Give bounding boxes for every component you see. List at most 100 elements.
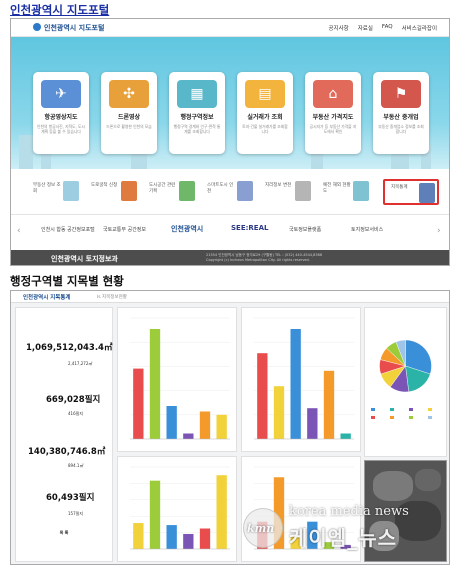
portal-header: 인천광역시 지도포털 공지사항 자료실 FAQ 서비스길라잡이 — [11, 19, 449, 37]
service-card-broker[interactable]: ⚑ 부동산 중개업 부동산 중개업소 정보를 조회합니다 — [373, 72, 429, 154]
bar[interactable] — [183, 533, 194, 549]
kpi-parcel-small: 416필지 — [68, 411, 83, 416]
portal-heading: 인천광역시 지도포털 — [10, 3, 110, 17]
service-card-admin-district[interactable]: ▦ 행정구역정보 행정구역 경계와 인구·면적 통계를 조회합니다 — [169, 72, 225, 154]
old-map-icon — [353, 181, 369, 201]
quick-links: 부동산 정보 조회 도로굴착 신청 도시공간 관련기획 스마트도시 인천 지리정… — [11, 169, 449, 215]
pie-slice[interactable] — [395, 339, 406, 367]
chevron-right-icon[interactable]: › — [437, 226, 441, 236]
quick-link-realestate[interactable]: 부동산 정보 조회 — [33, 179, 81, 205]
map-portal-screenshot: 인천광역시 지도포털 공지사항 자료실 FAQ 서비스길라잡이 ✈ 항공영상지도… — [10, 18, 450, 266]
partner-link-incheon[interactable]: 인천광역시 — [171, 225, 204, 233]
partner-link-1[interactable]: 인천시 합동 공간정보포털 — [41, 227, 95, 233]
service-card-aerial[interactable]: ✈ 항공영상지도 인천의 항공사진, 지적도, 도시계획 등을 볼 수 있습니다 — [33, 72, 89, 154]
nav-service-guide[interactable]: 서비스길라잡이 — [401, 26, 437, 32]
legend-swatch — [428, 408, 432, 411]
kpi-parcel-total: 669,028필지 — [46, 395, 101, 405]
quick-link-road-excavation[interactable]: 도로굴착 신청 — [91, 179, 139, 205]
bar[interactable] — [199, 528, 211, 550]
bar[interactable] — [133, 368, 144, 439]
excavator-icon — [121, 181, 137, 201]
bar[interactable] — [290, 536, 301, 549]
partner-banner: ‹ 인천시 합동 공간정보포털 국토교통부 공간정보 인천광역시 SEE:REA… — [11, 216, 449, 250]
nav-notice[interactable]: 공지사항 — [328, 26, 349, 32]
dashboard-subtitle: ls 지목정보현황 — [97, 295, 127, 300]
news-watermark: kmn korea media news 케이엠_뉴스 — [243, 500, 455, 555]
price-map-icon: ⌂ — [313, 80, 353, 108]
partner-link-2[interactable]: 국토교통부 공간정보 — [103, 227, 146, 233]
smart-city-icon — [237, 181, 253, 201]
dashboard-heading: 행정구역별 지목별 현황 — [10, 274, 124, 288]
bar-chart-2 — [254, 317, 354, 440]
partner-link-3[interactable]: 국토정보플랫폼 — [289, 227, 322, 233]
quick-link-old-maps[interactable]: 예전 해외 현황도 — [323, 179, 371, 205]
pie-chart — [371, 339, 432, 419]
bar[interactable] — [323, 542, 335, 549]
legend-swatch — [428, 416, 432, 419]
bar[interactable] — [199, 411, 211, 440]
service-card-transaction-price[interactable]: ▤ 실거래가 조회 토지·건물 실거래가를 조회합니다 — [237, 72, 293, 154]
kpi-area-total-2: 140,380,746.8㎡ — [28, 447, 106, 457]
bar[interactable] — [340, 544, 351, 549]
chart-panel-pie — [364, 307, 447, 457]
quick-link-geo-history[interactable]: 지리정보 변천 — [265, 179, 313, 205]
bar[interactable] — [257, 353, 268, 439]
price-chart-icon: ▤ — [245, 80, 285, 108]
bar[interactable] — [149, 480, 161, 549]
quick-link-urban-planning[interactable]: 도시공간 관련기획 — [149, 179, 197, 205]
quick-link-smart-city[interactable]: 스마트도시 인천 — [207, 179, 255, 205]
bar[interactable] — [340, 433, 351, 440]
footer-org: 인천광역시 토지정보과 — [51, 255, 118, 263]
bar[interactable] — [307, 408, 318, 439]
service-card-drone[interactable]: ✣ 드론영상 드론으로 촬영한 인천의 모습 — [101, 72, 157, 154]
watermark-logo: kmn — [247, 522, 275, 535]
portal-logo[interactable]: 인천광역시 지도포털 — [33, 23, 104, 33]
bar-chart-3 — [130, 466, 230, 550]
airplane-map-icon: ✈ — [41, 80, 81, 108]
list-header: 목 록 — [59, 530, 69, 535]
chart-panel-1 — [117, 307, 237, 452]
watermark-korean: 케이엠_뉴스 — [289, 526, 397, 550]
chart-panel-3 — [117, 456, 237, 562]
kpi-area-total: 1,069,512,043.4㎡ — [26, 343, 113, 353]
bar[interactable] — [307, 521, 318, 549]
bar[interactable] — [216, 414, 227, 439]
satellite-map[interactable] — [364, 460, 447, 562]
summary-panel: 1,069,512,043.4㎡ 2,417,272㎡ 669,028필지 41… — [15, 307, 113, 562]
admin-district-icon: ▦ — [177, 80, 217, 108]
bar[interactable] — [273, 477, 285, 549]
building-icon — [63, 181, 79, 201]
broker-icon: ⚑ — [381, 80, 421, 108]
bar[interactable] — [216, 475, 227, 549]
kpi-parcel-small-2: 157필지 — [68, 511, 83, 516]
partner-link-4[interactable]: 토지정보서비스 — [351, 227, 384, 233]
quick-link-land-category-stats[interactable]: 지목통계 — [383, 179, 439, 205]
bar[interactable] — [166, 525, 177, 549]
bar[interactable] — [273, 386, 285, 439]
legend-swatch — [390, 416, 394, 419]
legend-swatch — [371, 408, 375, 411]
bar[interactable] — [166, 406, 177, 439]
history-map-icon — [295, 181, 311, 201]
chevron-left-icon[interactable]: ‹ — [17, 226, 21, 236]
service-card-price-map[interactable]: ⌂ 부동산 가격지도 공시지가 등 부동산 가격을 지도에서 확인 — [305, 72, 361, 154]
pie-slice[interactable] — [405, 339, 432, 375]
bar[interactable] — [183, 433, 194, 440]
bar-chart-1 — [130, 317, 230, 440]
drone-icon: ✣ — [109, 80, 149, 108]
nav-archive[interactable]: 자료실 — [357, 26, 373, 32]
bar[interactable] — [149, 329, 161, 439]
hero-banner: ✈ 항공영상지도 인천의 항공사진, 지적도, 도시계획 등을 볼 수 있습니다… — [11, 37, 449, 169]
bar[interactable] — [323, 370, 335, 439]
bar[interactable] — [133, 523, 144, 549]
bar[interactable] — [290, 329, 301, 439]
kpi-area-small: 2,417,272㎡ — [68, 361, 93, 366]
land-stats-dashboard: 인천광역시 지목통계 ls 지목정보현황 1,069,512,043.4㎡ 2,… — [10, 290, 450, 565]
legend-swatch — [371, 416, 375, 419]
kpi-area-small-2: 894.1㎡ — [68, 463, 84, 468]
nav-faq[interactable]: FAQ — [381, 24, 393, 30]
partner-link-seereal[interactable]: SEE:REAL — [231, 224, 269, 232]
dashboard-title[interactable]: 인천광역시 지목통계 — [23, 295, 71, 301]
legend-swatch — [390, 408, 394, 411]
legend-swatch — [409, 416, 413, 419]
